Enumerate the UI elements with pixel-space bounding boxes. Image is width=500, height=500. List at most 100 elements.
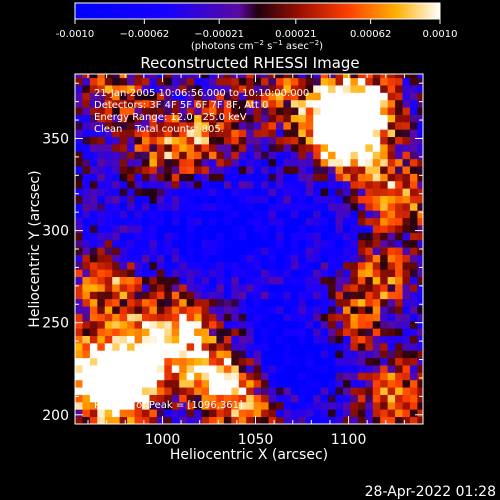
heatmap-cell <box>350 284 359 292</box>
heatmap-cell <box>186 225 195 233</box>
heatmap-cell <box>350 320 359 329</box>
heatmap-cell <box>208 217 217 226</box>
heatmap-cell <box>134 210 143 219</box>
heatmap-cell <box>75 166 83 174</box>
heatmap-cell <box>82 77 91 86</box>
heatmap-cell <box>201 129 210 138</box>
heatmap-cell <box>298 342 307 351</box>
heatmap-cell <box>127 158 135 167</box>
heatmap-cell <box>179 121 188 130</box>
heatmap-cell <box>290 202 299 211</box>
heatmap-cell <box>268 261 277 270</box>
heatmap-cell <box>164 195 173 204</box>
heatmap-cell <box>335 416 344 424</box>
heatmap-cell <box>164 151 173 160</box>
heatmap-cell <box>342 284 351 292</box>
heatmap-cell <box>320 372 329 381</box>
heatmap-cell <box>104 188 113 196</box>
heatmap-cell <box>104 357 113 366</box>
heatmap-cell <box>290 114 299 123</box>
heatmap-cell <box>231 195 240 204</box>
heatmap-cell <box>186 114 195 123</box>
heatmap-cell <box>409 166 418 174</box>
heatmap-cell <box>395 166 403 174</box>
heatmap-cell <box>380 210 389 219</box>
heatmap-cell <box>409 313 418 322</box>
heatmap-cell <box>149 121 158 130</box>
heatmap-cell <box>275 342 284 351</box>
heatmap-cell <box>156 74 165 79</box>
heatmap-cell <box>104 416 113 424</box>
heatmap-cell <box>261 357 269 366</box>
heatmap-cell <box>119 121 128 130</box>
heatmap-cell <box>216 313 225 322</box>
heatmap-cell <box>112 335 121 344</box>
heatmap-cell <box>208 401 217 410</box>
heatmap-cell <box>320 173 329 182</box>
heatmap-cell <box>75 372 83 381</box>
heatmap-cell <box>320 269 329 278</box>
heatmap-cell <box>231 261 240 270</box>
heatmap-cell <box>194 217 202 226</box>
heatmap-cell <box>112 158 121 167</box>
heatmap-cell <box>283 180 292 189</box>
heatmap-cell <box>313 188 322 196</box>
heatmap-cell <box>253 74 262 79</box>
heatmap-cell <box>357 210 366 219</box>
heatmap-cell <box>231 313 240 322</box>
heatmap-cell <box>149 261 158 270</box>
heatmap-cell <box>305 335 314 344</box>
heatmap-cell <box>223 151 232 160</box>
heatmap-cell <box>238 166 247 174</box>
heatmap-cell <box>305 284 314 292</box>
heatmap-cell <box>357 416 366 424</box>
heatmap-cell <box>417 77 423 86</box>
heatmap-cell <box>387 74 396 79</box>
heatmap-cell <box>156 92 165 101</box>
heatmap-cell <box>208 357 217 366</box>
heatmap-cell <box>253 372 262 381</box>
heatmap-cell <box>328 261 336 270</box>
heatmap-cell <box>290 210 299 219</box>
heatmap-cell <box>268 85 277 93</box>
heatmap-cell <box>89 217 98 226</box>
heatmap-cell <box>275 291 284 300</box>
heatmap-cell <box>141 85 150 93</box>
heatmap-cell <box>89 107 98 115</box>
heatmap-cell <box>320 114 329 123</box>
heatmap-cell <box>75 99 83 108</box>
heatmap-cell <box>275 409 284 418</box>
heatmap-cell <box>171 320 180 329</box>
heatmap-cell <box>275 350 284 359</box>
heatmap-cell <box>387 379 396 388</box>
heatmap-cell <box>342 350 351 359</box>
heatmap-cell <box>134 254 143 263</box>
heatmap-cell <box>395 144 403 152</box>
heatmap-cell <box>395 77 403 86</box>
heatmap-cell <box>290 121 299 130</box>
heatmap-cell <box>164 114 173 123</box>
heatmap-cell <box>186 129 195 138</box>
heatmap-cell <box>246 276 255 285</box>
heatmap-cell <box>298 232 307 241</box>
heatmap-cell <box>305 342 314 351</box>
heatmap-cell <box>395 372 403 381</box>
heatmap-cell <box>97 276 106 285</box>
heatmap-cell <box>186 166 195 174</box>
heatmap-cell <box>395 202 403 211</box>
heatmap-cell <box>372 99 381 108</box>
heatmap-cell <box>328 99 336 108</box>
heatmap-cell <box>342 401 351 410</box>
heatmap-cell <box>357 225 366 233</box>
heatmap-cell <box>246 180 255 189</box>
heatmap-cell <box>75 92 83 101</box>
heatmap-cell <box>305 180 314 189</box>
heatmap-cell <box>238 342 247 351</box>
heatmap-cell <box>134 77 143 86</box>
heatmap-cell <box>320 416 329 424</box>
heatmap-cell <box>253 85 262 93</box>
heatmap-cell <box>328 232 336 241</box>
heatmap-cell <box>208 306 217 314</box>
heatmap-cell <box>298 173 307 182</box>
heatmap-cell <box>149 401 158 410</box>
